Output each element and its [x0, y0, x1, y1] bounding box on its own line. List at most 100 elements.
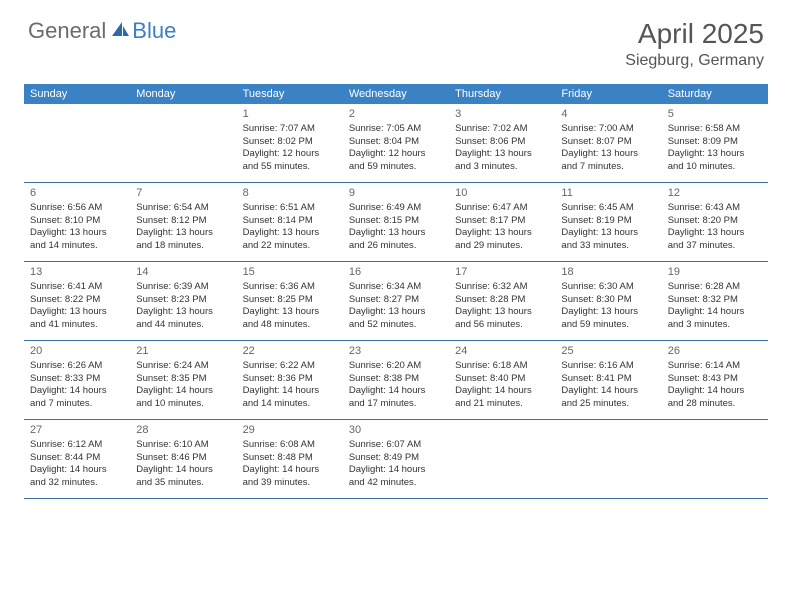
sunset-line: Sunset: 8:38 PM: [349, 373, 443, 386]
sunset-line: Sunset: 8:44 PM: [30, 452, 124, 465]
calendar-cell: 3Sunrise: 7:02 AMSunset: 8:06 PMDaylight…: [449, 104, 555, 182]
sunset-line: Sunset: 8:48 PM: [243, 452, 337, 465]
daylight-line: Daylight: 14 hours and 14 minutes.: [243, 385, 337, 411]
day-number: 14: [136, 265, 230, 280]
sunset-line: Sunset: 8:36 PM: [243, 373, 337, 386]
day-header: Tuesday: [237, 84, 343, 104]
sunset-line: Sunset: 8:40 PM: [455, 373, 549, 386]
daylight-line: Daylight: 13 hours and 29 minutes.: [455, 227, 549, 253]
daylight-line: Daylight: 14 hours and 21 minutes.: [455, 385, 549, 411]
logo-text-general: General: [28, 18, 106, 44]
daylight-line: Daylight: 14 hours and 42 minutes.: [349, 464, 443, 490]
day-number: 13: [30, 265, 124, 280]
sunset-line: Sunset: 8:09 PM: [668, 136, 762, 149]
sunset-line: Sunset: 8:12 PM: [136, 215, 230, 228]
calendar-cell-empty: [24, 104, 130, 182]
day-header: Friday: [555, 84, 661, 104]
day-number: 12: [668, 186, 762, 201]
day-number: 4: [561, 107, 655, 122]
sunset-line: Sunset: 8:35 PM: [136, 373, 230, 386]
daylight-line: Daylight: 12 hours and 55 minutes.: [243, 148, 337, 174]
calendar-cell: 18Sunrise: 6:30 AMSunset: 8:30 PMDayligh…: [555, 262, 661, 340]
sunset-line: Sunset: 8:46 PM: [136, 452, 230, 465]
sunset-line: Sunset: 8:14 PM: [243, 215, 337, 228]
daylight-line: Daylight: 14 hours and 17 minutes.: [349, 385, 443, 411]
sunrise-line: Sunrise: 6:39 AM: [136, 281, 230, 294]
calendar-cell: 26Sunrise: 6:14 AMSunset: 8:43 PMDayligh…: [662, 341, 768, 419]
day-number: 20: [30, 344, 124, 359]
calendar-cell: 19Sunrise: 6:28 AMSunset: 8:32 PMDayligh…: [662, 262, 768, 340]
sunset-line: Sunset: 8:33 PM: [30, 373, 124, 386]
calendar-cell: 28Sunrise: 6:10 AMSunset: 8:46 PMDayligh…: [130, 420, 236, 498]
sunrise-line: Sunrise: 6:51 AM: [243, 202, 337, 215]
sunrise-line: Sunrise: 6:56 AM: [30, 202, 124, 215]
sunset-line: Sunset: 8:06 PM: [455, 136, 549, 149]
sunset-line: Sunset: 8:10 PM: [30, 215, 124, 228]
daylight-line: Daylight: 14 hours and 7 minutes.: [30, 385, 124, 411]
day-number: 5: [668, 107, 762, 122]
calendar-cell: 30Sunrise: 6:07 AMSunset: 8:49 PMDayligh…: [343, 420, 449, 498]
sunrise-line: Sunrise: 6:36 AM: [243, 281, 337, 294]
day-header: Monday: [130, 84, 236, 104]
daylight-line: Daylight: 12 hours and 59 minutes.: [349, 148, 443, 174]
calendar-week: 6Sunrise: 6:56 AMSunset: 8:10 PM Daylight…: [24, 183, 768, 262]
sunrise-line: Sunrise: 6:18 AM: [455, 360, 549, 373]
sunset-line: Sunset: 8:02 PM: [243, 136, 337, 149]
day-number: 26: [668, 344, 762, 359]
day-number: 9: [349, 186, 443, 201]
day-number: 27: [30, 423, 124, 438]
calendar-cell: 29Sunrise: 6:08 AMSunset: 8:48 PMDayligh…: [237, 420, 343, 498]
sunrise-line: Sunrise: 6:41 AM: [30, 281, 124, 294]
daylight-line: Daylight: 13 hours and 56 minutes.: [455, 306, 549, 332]
sunrise-line: Sunrise: 6:28 AM: [668, 281, 762, 294]
sunset-line: Sunset: 8:20 PM: [668, 215, 762, 228]
sunrise-line: Sunrise: 6:34 AM: [349, 281, 443, 294]
sunrise-line: Sunrise: 6:22 AM: [243, 360, 337, 373]
calendar-cell: 6Sunrise: 6:56 AMSunset: 8:10 PMDaylight…: [24, 183, 130, 261]
title-block: April 2025 Siegburg, Germany: [625, 18, 764, 70]
calendar-cell: 14Sunrise: 6:39 AMSunset: 8:23 PMDayligh…: [130, 262, 236, 340]
calendar-cell-empty: [130, 104, 236, 182]
daylight-line: Daylight: 13 hours and 59 minutes.: [561, 306, 655, 332]
sunset-line: Sunset: 8:43 PM: [668, 373, 762, 386]
sunrise-line: Sunrise: 6:24 AM: [136, 360, 230, 373]
day-number: 30: [349, 423, 443, 438]
calendar-cell: 25Sunrise: 6:16 AMSunset: 8:41 PMDayligh…: [555, 341, 661, 419]
daylight-line: Daylight: 13 hours and 48 minutes.: [243, 306, 337, 332]
day-header: Wednesday: [343, 84, 449, 104]
day-number: 7: [136, 186, 230, 201]
logo-sail-icon: [110, 20, 130, 43]
sunset-line: Sunset: 8:32 PM: [668, 294, 762, 307]
day-number: 6: [30, 186, 124, 201]
day-number: 22: [243, 344, 337, 359]
sunrise-line: Sunrise: 6:07 AM: [349, 439, 443, 452]
day-number: 29: [243, 423, 337, 438]
calendar-cell: 21Sunrise: 6:24 AMSunset: 8:35 PMDayligh…: [130, 341, 236, 419]
sunrise-line: Sunrise: 7:05 AM: [349, 123, 443, 136]
calendar-cell: 23Sunrise: 6:20 AMSunset: 8:38 PMDayligh…: [343, 341, 449, 419]
day-number: 16: [349, 265, 443, 280]
day-number: 25: [561, 344, 655, 359]
sunrise-line: Sunrise: 6:58 AM: [668, 123, 762, 136]
sunset-line: Sunset: 8:22 PM: [30, 294, 124, 307]
sunrise-line: Sunrise: 6:08 AM: [243, 439, 337, 452]
calendar-week: 27Sunrise: 6:12 AMSunset: 8:44 PMDayligh…: [24, 420, 768, 499]
sunset-line: Sunset: 8:25 PM: [243, 294, 337, 307]
day-header: Thursday: [449, 84, 555, 104]
day-number: 17: [455, 265, 549, 280]
calendar-cell-empty: [449, 420, 555, 498]
calendar-cell-empty: [662, 420, 768, 498]
daylight-line: Daylight: 14 hours and 32 minutes.: [30, 464, 124, 490]
day-number: 15: [243, 265, 337, 280]
calendar: SundayMondayTuesdayWednesdayThursdayFrid…: [24, 84, 768, 499]
sunset-line: Sunset: 8:19 PM: [561, 215, 655, 228]
sunrise-line: Sunrise: 6:16 AM: [561, 360, 655, 373]
sunrise-line: Sunrise: 6:10 AM: [136, 439, 230, 452]
sunrise-line: Sunrise: 6:30 AM: [561, 281, 655, 294]
sunrise-line: Sunrise: 7:02 AM: [455, 123, 549, 136]
calendar-cell: 8Sunrise: 6:51 AMSunset: 8:14 PMDaylight…: [237, 183, 343, 261]
day-number: 8: [243, 186, 337, 201]
day-number: 21: [136, 344, 230, 359]
calendar-week: 1Sunrise: 7:07 AMSunset: 8:02 PMDaylight…: [24, 104, 768, 183]
daylight-line: Daylight: 13 hours and 41 minutes.: [30, 306, 124, 332]
